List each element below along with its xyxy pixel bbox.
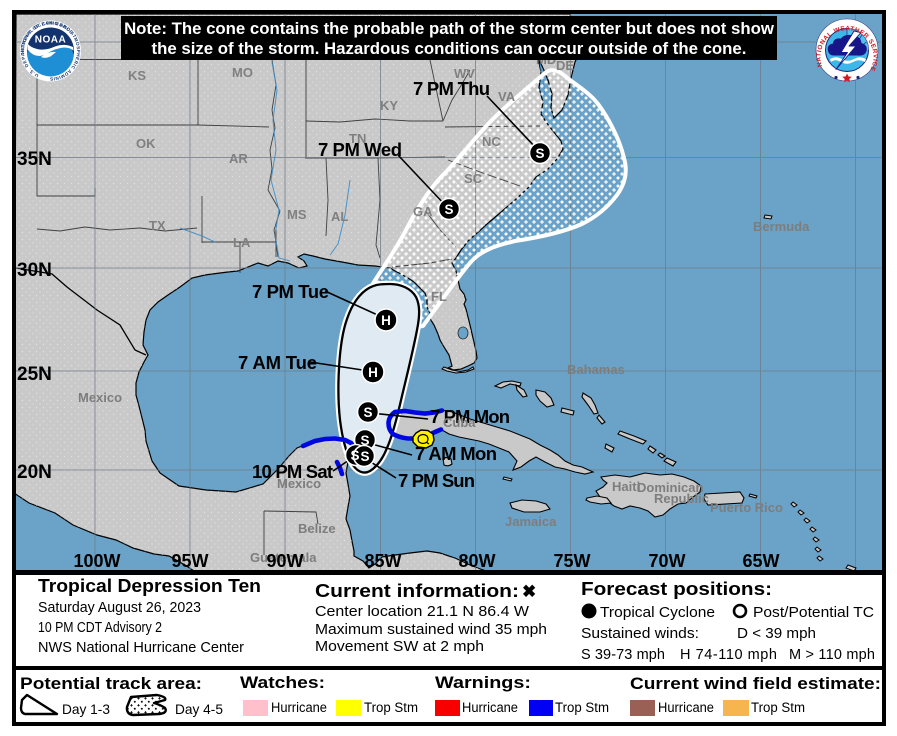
svg-text:Cuba: Cuba <box>443 415 476 430</box>
svg-text:Sustained winds:: Sustained winds: <box>581 626 699 642</box>
svg-text:7 PM Mon: 7 PM Mon <box>430 406 510 427</box>
svg-text:Bermuda: Bermuda <box>753 219 810 234</box>
svg-text:Guatemala: Guatemala <box>250 550 317 565</box>
svg-text:Dominican: Dominican <box>637 480 704 495</box>
svg-text:Mexico: Mexico <box>78 390 122 405</box>
svg-text:7 PM Tue: 7 PM Tue <box>252 281 329 302</box>
svg-text:Center location 21.1 N 86.4 W: Center location 21.1 N 86.4 W <box>315 604 529 620</box>
svg-text:S: S <box>535 146 544 161</box>
svg-text:Trop Stm: Trop Stm <box>555 700 609 715</box>
svg-text:TX: TX <box>149 218 166 233</box>
svg-text:7 AM Mon: 7 AM Mon <box>415 443 497 464</box>
svg-text:Republic: Republic <box>654 491 709 506</box>
svg-text:7 PM Sun: 7 PM Sun <box>398 470 475 491</box>
svg-text:7 PM Wed: 7 PM Wed <box>318 139 402 160</box>
svg-text:S: S <box>363 405 372 420</box>
svg-text:S: S <box>360 449 369 464</box>
svg-text:the size of the storm. Hazardo: the size of the storm. Hazardous conditi… <box>152 39 747 58</box>
svg-text:AL: AL <box>331 209 348 224</box>
svg-text:NOAA: NOAA <box>35 35 66 46</box>
svg-text:AR: AR <box>229 151 248 166</box>
svg-text:WV: WV <box>454 66 475 81</box>
svg-text:100W: 100W <box>73 551 120 571</box>
svg-text:Maximum sustained wind 35 mph: Maximum sustained wind 35 mph <box>315 622 547 638</box>
svg-text:Belize: Belize <box>298 521 336 536</box>
svg-text:Trop Stm: Trop Stm <box>364 700 418 715</box>
svg-text:KY: KY <box>380 98 398 113</box>
svg-text:GA: GA <box>413 204 433 219</box>
svg-text:✖: ✖ <box>522 582 536 601</box>
svg-text:D < 39 mph: D < 39 mph <box>737 626 816 642</box>
svg-text:80W: 80W <box>458 551 495 571</box>
svg-text:H: H <box>381 313 391 328</box>
svg-text:Hurricane: Hurricane <box>271 700 327 715</box>
svg-text:Post/Potential TC: Post/Potential TC <box>753 605 874 621</box>
svg-text:Haiti: Haiti <box>612 479 640 494</box>
svg-text:10 PM CDT Advisory 2: 10 PM CDT Advisory 2 <box>38 620 162 636</box>
svg-text:Watches:: Watches: <box>240 674 325 692</box>
svg-text:10 PM Sat: 10 PM Sat <box>252 461 333 482</box>
svg-text:Saturday August 26, 2023: Saturday August 26, 2023 <box>38 600 201 616</box>
svg-text:70W: 70W <box>648 551 685 571</box>
svg-text:S: S <box>444 202 453 217</box>
svg-text:Current wind field estimate:: Current wind field estimate: <box>630 675 881 693</box>
svg-text:35N: 35N <box>17 149 52 170</box>
svg-text:DE: DE <box>556 58 574 73</box>
svg-text:KS: KS <box>128 68 146 83</box>
svg-text:Current information:: Current information: <box>315 580 519 601</box>
svg-text:Forecast positions:: Forecast positions: <box>581 578 772 599</box>
svg-text:75W: 75W <box>553 551 590 571</box>
svg-text:Tropical Depression Ten: Tropical Depression Ten <box>38 575 261 596</box>
svg-text:85W: 85W <box>364 551 401 571</box>
svg-text:NC: NC <box>482 134 501 149</box>
svg-text:65W: 65W <box>742 551 779 571</box>
svg-text:MO: MO <box>232 65 253 80</box>
svg-text:S: S <box>350 448 359 463</box>
svg-text:VA: VA <box>498 89 516 104</box>
svg-text:Potential track area:: Potential track area: <box>20 675 202 693</box>
svg-text:Bahamas: Bahamas <box>567 362 625 377</box>
svg-text:Note: The cone contains the pr: Note: The cone contains the probable pat… <box>124 19 775 38</box>
svg-text:Day 1-3: Day 1-3 <box>62 701 110 717</box>
svg-text:Hurricane: Hurricane <box>462 700 518 715</box>
svg-text:25N: 25N <box>17 364 52 385</box>
svg-text:95W: 95W <box>171 551 208 571</box>
svg-text:S: S <box>360 433 369 448</box>
svg-text:Jamaica: Jamaica <box>505 514 557 529</box>
svg-text:90W: 90W <box>266 551 303 571</box>
svg-text:20N: 20N <box>17 462 52 483</box>
svg-text:OK: OK <box>136 136 156 151</box>
svg-text:H: H <box>368 365 378 380</box>
svg-text:Day 4-5: Day 4-5 <box>175 701 223 717</box>
svg-text:LA: LA <box>233 235 251 250</box>
svg-text:Tropical Cyclone: Tropical Cyclone <box>600 605 715 621</box>
svg-text:FL: FL <box>431 289 447 304</box>
svg-text:TN: TN <box>349 131 366 146</box>
svg-text:Trop Stm: Trop Stm <box>751 700 805 715</box>
svg-text:Warnings:: Warnings: <box>435 674 531 692</box>
svg-text:30N: 30N <box>17 260 52 281</box>
svg-text:SC: SC <box>464 171 483 186</box>
svg-text:MS: MS <box>287 207 307 222</box>
svg-text:7 PM Thu: 7 PM Thu <box>413 78 490 99</box>
svg-text:7 AM Tue: 7 AM Tue <box>238 352 317 373</box>
svg-text:NWS National Hurricane Center: NWS National Hurricane Center <box>38 640 244 656</box>
svg-text:Mexico: Mexico <box>277 476 321 491</box>
svg-text:Puerto Rico: Puerto Rico <box>710 500 783 515</box>
svg-text:Hurricane: Hurricane <box>658 700 714 715</box>
svg-text:Movement SW at 2 mph: Movement SW at 2 mph <box>315 639 484 655</box>
